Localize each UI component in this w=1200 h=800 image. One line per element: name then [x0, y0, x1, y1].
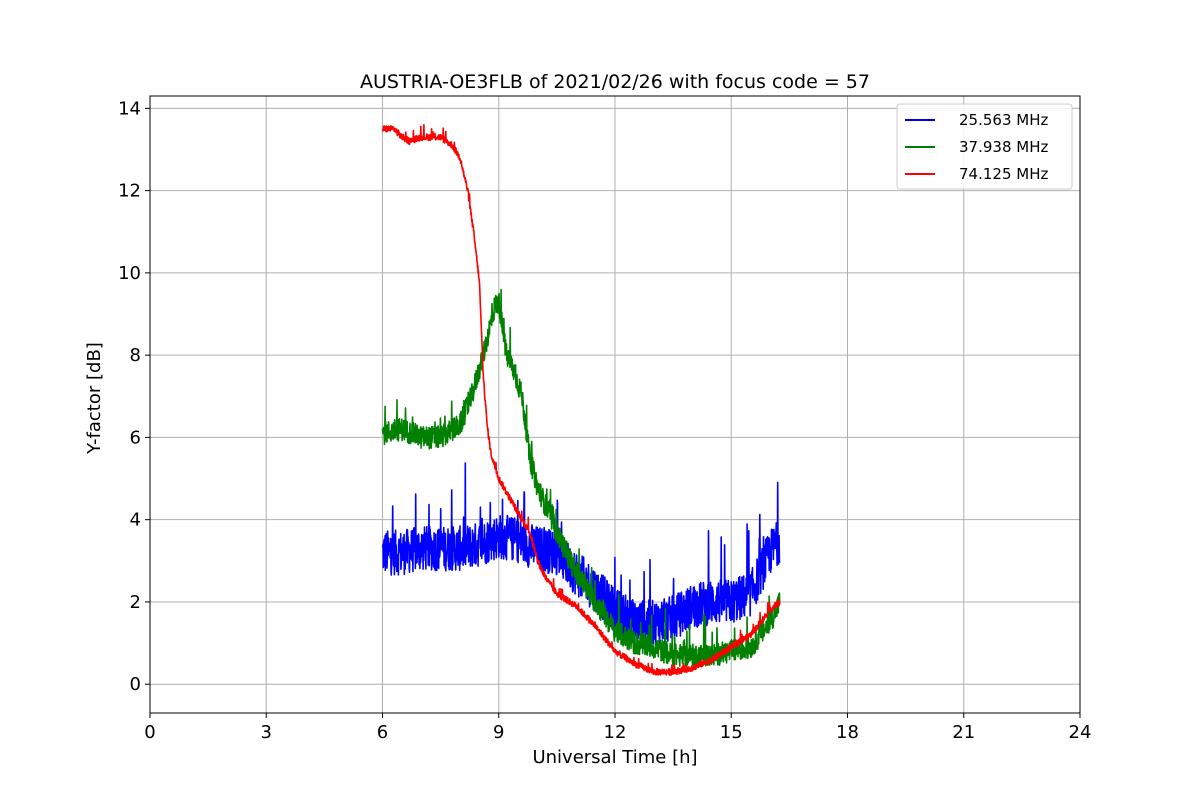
y-tick-label: 14 [118, 98, 141, 119]
y-tick-label: 0 [130, 674, 141, 695]
y-tick-label: 4 [130, 510, 141, 531]
x-tick-label: 3 [261, 722, 272, 743]
x-tick-label: 18 [836, 722, 859, 743]
grid [149, 96, 1081, 713]
y-tick-label: 12 [118, 181, 141, 202]
x-tick-label: 12 [604, 722, 627, 743]
legend-label: 25.563 MHz [959, 111, 1048, 129]
series-line-2 [381, 288, 781, 668]
y-tick-label: 2 [130, 592, 141, 613]
x-tick-label: 21 [952, 722, 975, 743]
y-tick-label: 6 [130, 427, 141, 448]
y-tick-label: 10 [118, 263, 141, 284]
legend-box [896, 103, 1073, 190]
x-tick-label: 24 [1069, 722, 1092, 743]
y-axis-label: Y-factor [dB] [84, 342, 105, 455]
legend: 25.563 MHz 37.938 MHz 74.125 MHz [896, 103, 1073, 190]
series-line-3 [381, 124, 781, 676]
series-layer [381, 124, 781, 676]
x-tick-label: 9 [493, 722, 504, 743]
x-tick-label: 15 [720, 722, 743, 743]
legend-label: 74.125 MHz [959, 165, 1048, 183]
y-tick-label: 8 [130, 345, 141, 366]
series-line-1 [381, 462, 781, 646]
chart-title: AUSTRIA-OE3FLB of 2021/02/26 with focus … [360, 71, 870, 93]
x-tick-label: 0 [144, 722, 155, 743]
x-axis-label: Universal Time [h] [532, 747, 697, 768]
legend-label: 37.938 MHz [959, 138, 1048, 156]
x-tick-label: 6 [377, 722, 388, 743]
